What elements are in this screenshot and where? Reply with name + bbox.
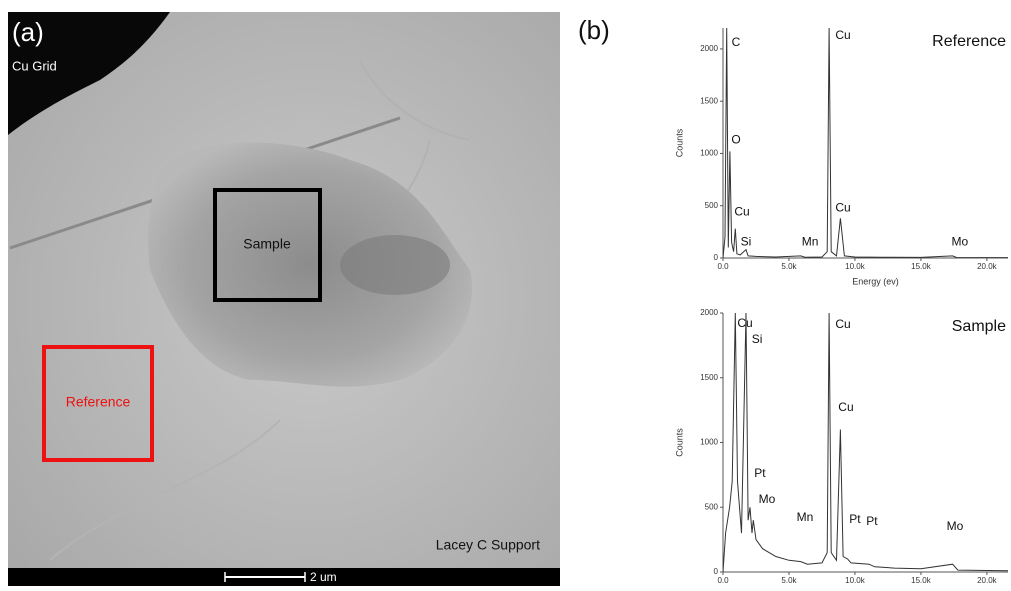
x-tick-label: 5.0k xyxy=(781,262,797,271)
x-tick-label: 10.0k xyxy=(845,576,866,585)
micrograph xyxy=(8,12,560,586)
reference-label: Reference xyxy=(66,394,131,410)
peak-label: Cu xyxy=(737,316,752,330)
peak-label: Cu xyxy=(734,204,749,218)
y-tick-label: 1500 xyxy=(700,96,718,105)
peak-label: Pt xyxy=(849,512,861,526)
scale-bar-label: 2 um xyxy=(310,570,337,584)
peak-label: Mo xyxy=(952,234,969,248)
y-tick-label: 500 xyxy=(705,502,719,511)
chart-title: Reference xyxy=(932,33,1006,50)
sample-label: Sample xyxy=(243,236,291,252)
x-axis-title: Energy (ev) xyxy=(852,276,899,286)
x-tick-label: 15.0k xyxy=(911,262,932,271)
panel-label: (b) xyxy=(578,15,610,45)
panel-label: (a) xyxy=(12,17,44,47)
y-tick-label: 0 xyxy=(714,567,719,576)
support-label: Lacey C Support xyxy=(436,537,540,553)
y-tick-label: 2000 xyxy=(700,44,718,53)
y-tick-label: 1000 xyxy=(700,149,718,158)
peak-label: Cu xyxy=(835,200,850,214)
spectrum-line xyxy=(723,313,1008,572)
peak-label: Pt xyxy=(866,514,878,528)
peak-label: Cu xyxy=(835,28,850,42)
y-tick-label: 500 xyxy=(705,201,719,210)
peak-label: Mo xyxy=(759,492,776,506)
y-tick-label: 2000 xyxy=(700,308,718,317)
peak-label: Mo xyxy=(947,519,964,533)
x-tick-label: 5.0k xyxy=(781,576,797,585)
spectrum-line xyxy=(723,28,1008,258)
y-axis-title: Counts xyxy=(674,428,684,457)
peak-label: C xyxy=(732,35,741,49)
grid-label: Cu Grid xyxy=(12,58,57,73)
peak-label: Mn xyxy=(797,510,814,524)
x-tick-label: 20.0k xyxy=(977,576,998,585)
x-tick-label: 0.0 xyxy=(717,262,729,271)
figure: (a) Cu Grid Sample Reference Lacey C Sup… xyxy=(0,0,1011,586)
y-tick-label: 0 xyxy=(714,253,719,262)
peak-label: Mn xyxy=(802,234,819,248)
y-tick-label: 1500 xyxy=(700,373,718,382)
y-axis-title: Counts xyxy=(674,128,684,157)
peak-label: O xyxy=(731,133,740,147)
peak-label: Pt xyxy=(754,466,766,480)
x-tick-label: 10.0k xyxy=(845,262,866,271)
x-tick-label: 0.0 xyxy=(717,576,729,585)
y-tick-label: 1000 xyxy=(700,438,718,447)
peak-label: Cu xyxy=(838,400,853,414)
peak-label: Cu xyxy=(835,317,850,331)
peak-label: Si xyxy=(741,234,752,248)
x-tick-label: 15.0k xyxy=(911,576,932,585)
x-tick-label: 20.0k xyxy=(977,262,998,271)
peak-label: Si xyxy=(752,332,763,346)
chart-title: Sample xyxy=(952,318,1006,335)
